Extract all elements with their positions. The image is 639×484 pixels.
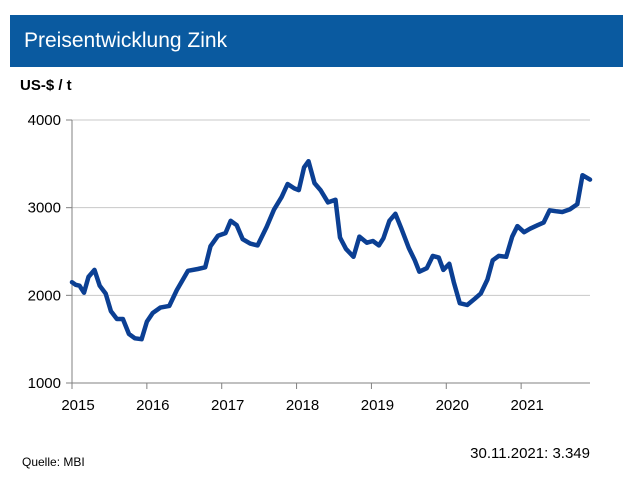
x-tick-label: 2015 bbox=[61, 397, 94, 414]
x-tick-label: 2018 bbox=[286, 397, 319, 414]
y-tick-label: 2000 bbox=[28, 287, 61, 304]
y-axis-unit: US-$ / t bbox=[20, 77, 72, 94]
latest-value-note: 30.11.2021: 3.349 bbox=[470, 445, 590, 462]
x-tick-label: 2017 bbox=[211, 397, 244, 414]
y-tick-label: 4000 bbox=[28, 112, 61, 129]
x-tick-label: 2020 bbox=[436, 397, 469, 414]
y-tick-label: 3000 bbox=[28, 200, 61, 217]
axes bbox=[66, 119, 590, 389]
y-tick-label: 1000 bbox=[28, 375, 61, 392]
series-line-zinc-price bbox=[69, 158, 593, 342]
x-tick-label: 2021 bbox=[510, 397, 543, 414]
x-tick-label: 2016 bbox=[136, 397, 169, 414]
x-tick-labels: 2015 2016 2017 2018 2019 2020 2021 bbox=[61, 397, 544, 414]
source-note: Quelle: MBI bbox=[22, 455, 85, 469]
series-group bbox=[69, 158, 593, 342]
y-tick-labels: 1000 2000 3000 4000 bbox=[28, 112, 61, 392]
grid-lines bbox=[72, 119, 590, 296]
x-tick-label: 2019 bbox=[361, 397, 394, 414]
chart-title: Preisentwicklung Zink bbox=[10, 15, 623, 67]
